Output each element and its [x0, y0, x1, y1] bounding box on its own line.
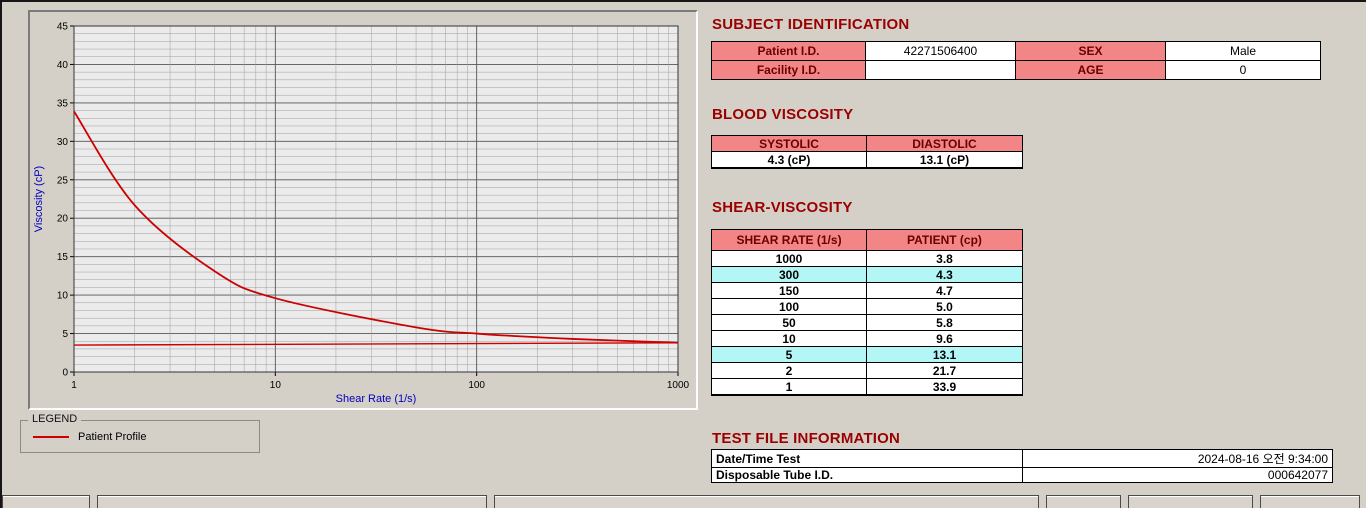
svg-text:1000: 1000 [667, 380, 690, 391]
bottom-button[interactable] [97, 495, 487, 508]
shear-rate-cell: 100 [711, 298, 867, 315]
viscosity-chart: 0 5 10 15 20 25 30 35 40 45 1 10 100 1000 Shear Rate (… [33, 22, 690, 406]
legend-title: LEGEND [28, 413, 82, 425]
shear-row: 50 5.8 [711, 314, 1023, 331]
bottom-button[interactable] [1260, 495, 1360, 508]
shear-viscosity-table: SHEAR RATE (1/s) PATIENT (cp) 1000 3.8 300… [711, 229, 1023, 396]
shear-row: 100 5.0 [711, 298, 1023, 315]
shear-row: 150 4.7 [711, 282, 1023, 299]
shear-row: 300 4.3 [711, 266, 1023, 283]
shear-rate-cell: 150 [711, 282, 867, 299]
window-left-edge [0, 0, 2, 508]
shear-rate-cell: 5 [711, 346, 867, 363]
patient-cp-cell: 4.7 [866, 282, 1023, 299]
shear-rate-cell: 1000 [711, 250, 867, 267]
shear-row: 1 33.9 [711, 378, 1023, 396]
shear-rate-cell: 2 [711, 362, 867, 379]
patient-cp-cell: 4.3 [866, 266, 1023, 283]
shear-rate-header: SHEAR RATE (1/s) [711, 229, 867, 251]
patient-cp-header: PATIENT (cp) [866, 229, 1023, 251]
svg-text:35: 35 [57, 98, 69, 109]
facility-id-label: Facility I.D. [711, 60, 866, 80]
svg-text:15: 15 [57, 252, 69, 263]
age-value: 0 [1165, 60, 1321, 80]
svg-text:25: 25 [57, 175, 69, 186]
systolic-header: SYSTOLIC [711, 135, 867, 152]
shear-rate-cell: 300 [711, 266, 867, 283]
report-right-column: SUBJECT IDENTIFICATION Patient I.D. 4227… [711, 0, 1361, 508]
svg-text:40: 40 [57, 60, 69, 71]
bottom-button[interactable] [494, 495, 1039, 508]
shear-row: 5 13.1 [711, 346, 1023, 363]
svg-text:20: 20 [57, 214, 69, 225]
test-file-information-table: Date/Time Test 2024-08-16 오전 9:34:00 Dis… [711, 449, 1333, 483]
test-file-information-title: TEST FILE INFORMATION [712, 430, 901, 447]
subject-identification-table: Patient I.D. 42271506400 SEX Male Facili… [711, 41, 1321, 80]
patient-cp-cell: 13.1 [866, 346, 1023, 363]
svg-text:45: 45 [57, 22, 69, 33]
svg-text:5: 5 [62, 329, 68, 340]
svg-text:10: 10 [57, 291, 69, 302]
patient-cp-cell: 33.9 [866, 378, 1023, 396]
age-label: AGE [1015, 60, 1166, 80]
blood-viscosity-title: BLOOD VISCOSITY [712, 106, 854, 123]
shear-viscosity-title: SHEAR-VISCOSITY [712, 199, 853, 216]
legend-item-label: Patient Profile [78, 430, 147, 443]
patient-cp-cell: 5.8 [866, 314, 1023, 331]
blood-viscosity-table: SYSTOLIC DIASTOLIC 4.3 (cP) 13.1 (cP) [711, 135, 1023, 169]
subject-identification-title: SUBJECT IDENTIFICATION [712, 16, 910, 33]
patient-id-label: Patient I.D. [711, 41, 866, 61]
bottom-bar [2, 495, 1364, 508]
legend-item: Patient Profile [21, 421, 259, 452]
shear-header-row: SHEAR RATE (1/s) PATIENT (cp) [711, 229, 1023, 251]
shear-row: 1000 3.8 [711, 250, 1023, 267]
patient-cp-cell: 3.8 [866, 250, 1023, 267]
systolic-value: 4.3 (cP) [711, 151, 867, 169]
test-file-row-1: Date/Time Test 2024-08-16 오전 9:34:00 [711, 449, 1333, 468]
svg-text:30: 30 [57, 137, 69, 148]
sex-value: Male [1165, 41, 1321, 61]
patient-id-value: 42271506400 [865, 41, 1016, 61]
shear-row: 10 9.6 [711, 330, 1023, 347]
facility-id-value [865, 60, 1016, 80]
date-time-test-value: 2024-08-16 오전 9:34:00 [1022, 449, 1333, 468]
bottom-button[interactable] [2, 495, 90, 508]
blood-value-row: 4.3 (cP) 13.1 (cP) [711, 151, 1023, 169]
svg-text:0: 0 [62, 368, 68, 379]
svg-text:100: 100 [468, 380, 485, 391]
svg-text:Shear Rate (1/s): Shear Rate (1/s) [336, 393, 417, 405]
svg-text:10: 10 [270, 380, 282, 391]
subject-row-1: Patient I.D. 42271506400 SEX Male [711, 41, 1321, 61]
disposable-tube-id-value: 000642077 [1022, 467, 1333, 483]
viscosity-chart-panel: 0 5 10 15 20 25 30 35 40 45 1 10 100 1000 Shear Rate (… [28, 10, 698, 410]
shear-row: 2 21.7 [711, 362, 1023, 379]
patient-cp-cell: 5.0 [866, 298, 1023, 315]
blood-header-row: SYSTOLIC DIASTOLIC [711, 135, 1023, 152]
disposable-tube-id-label: Disposable Tube I.D. [711, 467, 1023, 483]
shear-viscosity-body: 1000 3.8 300 4.3 150 4.7 100 5.0 50 5.8 10 9.6 5 13.1… [711, 250, 1023, 396]
patient-cp-cell: 9.6 [866, 330, 1023, 347]
legend-line-swatch [33, 435, 69, 438]
patient-cp-cell: 21.7 [866, 362, 1023, 379]
test-file-row-2: Disposable Tube I.D. 000642077 [711, 467, 1333, 483]
svg-text:Viscosity (cP): Viscosity (cP) [33, 166, 45, 232]
diastolic-value: 13.1 (cP) [866, 151, 1023, 169]
bottom-button[interactable] [1128, 495, 1253, 508]
svg-text:1: 1 [71, 380, 77, 391]
date-time-test-label: Date/Time Test [711, 449, 1023, 468]
shear-rate-cell: 1 [711, 378, 867, 396]
bottom-button[interactable] [1046, 495, 1121, 508]
shear-rate-cell: 10 [711, 330, 867, 347]
legend-box: LEGEND Patient Profile [20, 413, 260, 453]
diastolic-header: DIASTOLIC [866, 135, 1023, 152]
shear-rate-cell: 50 [711, 314, 867, 331]
window-top-edge [0, 0, 1366, 2]
subject-row-2: Facility I.D. AGE 0 [711, 60, 1321, 80]
sex-label: SEX [1015, 41, 1166, 61]
